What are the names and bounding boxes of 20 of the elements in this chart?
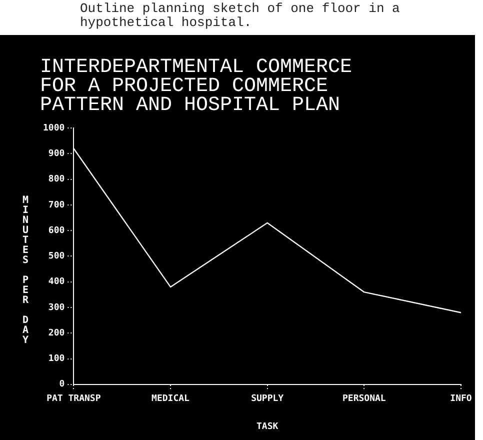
y-tick-label: 800 xyxy=(48,174,65,185)
y-tick-label: 400 xyxy=(48,277,65,288)
x-tick-label: PERSONAL xyxy=(342,394,386,404)
y-tick-label: 0 xyxy=(59,380,65,390)
y-tick-label: 700 xyxy=(48,200,65,210)
y-tick-label: 900 xyxy=(48,148,65,159)
y-tick-label: 600 xyxy=(48,226,65,236)
y-tick-label: 1000 xyxy=(42,123,65,134)
y-tick-label: 100 xyxy=(48,354,65,364)
y-tick-label: 300 xyxy=(48,302,65,313)
y-tick-label: 500 xyxy=(48,252,65,262)
x-tick-label: PAT TRANSP xyxy=(46,394,102,404)
x-tick-label: MEDICAL xyxy=(152,394,190,404)
y-tick-label: 200 xyxy=(48,328,65,338)
y-axis-title: MINUTES PER DAY xyxy=(20,195,31,345)
text: Outline planning sketch of one floor in a hypothetical hospital. xyxy=(80,1,401,30)
x-tick-label: INFO xyxy=(450,394,472,404)
x-tick-label: SUPPLY xyxy=(251,394,284,404)
chart-title: INTERDEPARTMENTAL COMMERCE FOR A PROJECTED COMMERCE PATTERN AND HOSPITAL PLAN xyxy=(40,56,352,117)
x-axis-title: TASK xyxy=(256,422,279,432)
